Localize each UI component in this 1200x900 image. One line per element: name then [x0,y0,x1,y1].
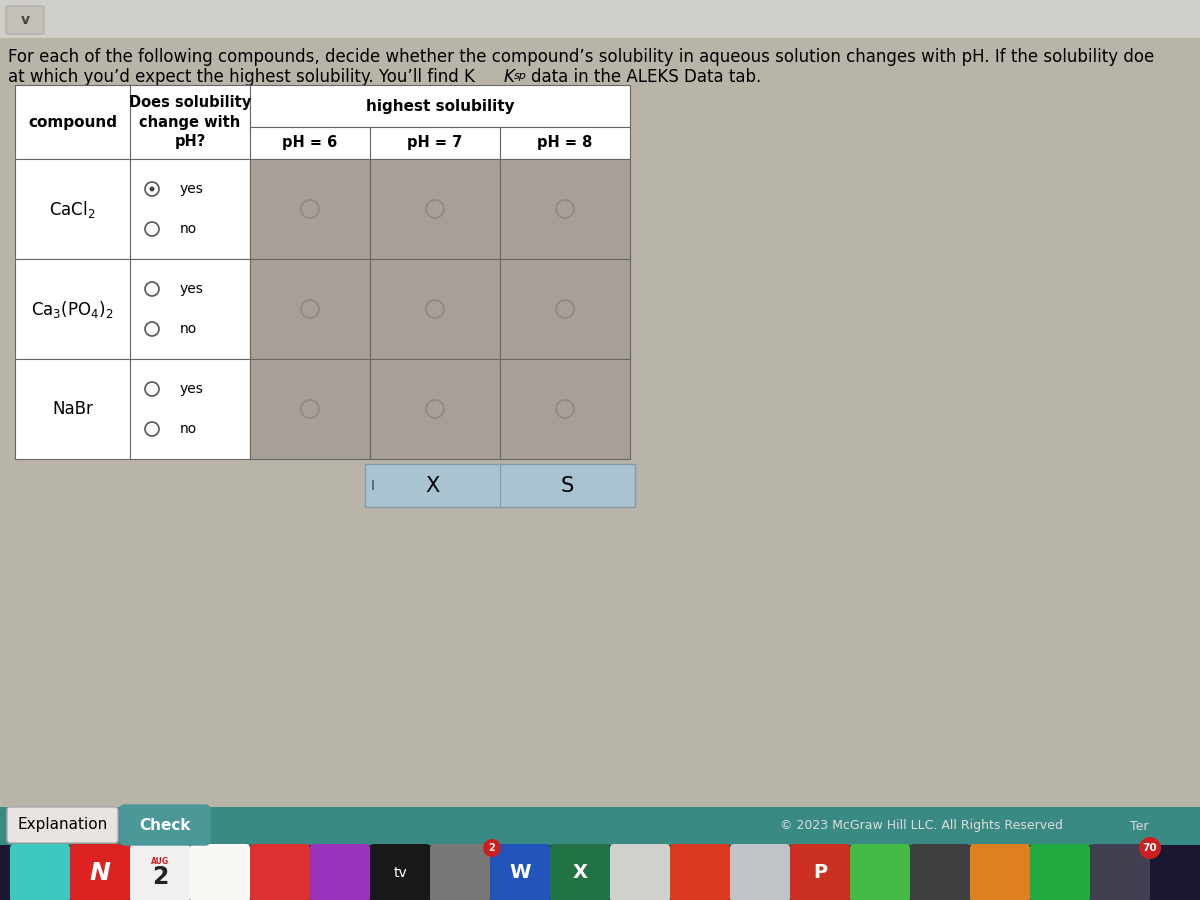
Text: Ter: Ter [1130,820,1148,832]
FancyBboxPatch shape [250,85,630,127]
Circle shape [150,186,155,192]
FancyBboxPatch shape [500,359,630,459]
Text: Does solubility
change with
pH?: Does solubility change with pH? [128,95,251,148]
Text: Ѕ: Ѕ [560,475,574,496]
FancyBboxPatch shape [1090,844,1150,900]
FancyBboxPatch shape [1030,844,1090,900]
FancyBboxPatch shape [190,844,250,900]
FancyBboxPatch shape [365,464,635,507]
Text: at which you’d expect the highest solubility. You’ll find K: at which you’d expect the highest solubi… [8,68,475,86]
Text: tv: tv [394,866,407,880]
Text: pH = 8: pH = 8 [538,136,593,150]
Text: no: no [180,222,197,236]
Text: yes: yes [180,182,204,196]
Circle shape [482,839,502,857]
FancyBboxPatch shape [14,259,130,359]
FancyBboxPatch shape [130,85,250,159]
Text: NaBr: NaBr [52,400,92,418]
FancyBboxPatch shape [130,159,250,259]
FancyBboxPatch shape [120,805,210,845]
Text: For each of the following compounds, decide whether the compound’s solubility in: For each of the following compounds, dec… [8,48,1154,66]
FancyBboxPatch shape [370,159,500,259]
FancyBboxPatch shape [310,844,370,900]
Text: Explanation: Explanation [17,817,108,833]
FancyBboxPatch shape [490,844,550,900]
Circle shape [1139,837,1162,859]
Text: sp: sp [514,71,527,81]
Text: Ca$_3$(PO$_4$)$_2$: Ca$_3$(PO$_4$)$_2$ [31,299,114,320]
FancyBboxPatch shape [250,844,310,900]
FancyBboxPatch shape [14,85,130,159]
Text: yes: yes [180,282,204,296]
Text: no: no [180,322,197,336]
Text: 70: 70 [1142,843,1157,853]
Text: K: K [504,68,515,86]
FancyBboxPatch shape [7,807,118,843]
Text: v: v [20,13,30,27]
FancyBboxPatch shape [14,359,130,459]
FancyBboxPatch shape [500,259,630,359]
Text: yes: yes [180,382,204,396]
Text: W: W [509,863,530,883]
Text: CaCl$_2$: CaCl$_2$ [49,199,96,220]
Text: highest solubility: highest solubility [366,98,515,113]
Text: 2: 2 [152,865,168,889]
Text: pH = 7: pH = 7 [407,136,463,150]
Text: compound: compound [28,114,118,130]
FancyBboxPatch shape [130,259,250,359]
FancyBboxPatch shape [14,159,130,259]
FancyBboxPatch shape [130,359,250,459]
FancyBboxPatch shape [10,844,70,900]
Text: © 2023 McGraw Hill LLC. All Rights Reserved: © 2023 McGraw Hill LLC. All Rights Reser… [780,820,1063,832]
FancyBboxPatch shape [970,844,1030,900]
FancyBboxPatch shape [910,844,970,900]
FancyBboxPatch shape [670,844,730,900]
FancyBboxPatch shape [500,159,630,259]
FancyBboxPatch shape [430,844,490,900]
FancyBboxPatch shape [250,127,370,159]
FancyBboxPatch shape [790,844,850,900]
FancyBboxPatch shape [370,844,430,900]
FancyBboxPatch shape [370,259,500,359]
Text: 2: 2 [488,843,496,853]
FancyBboxPatch shape [6,6,44,34]
FancyBboxPatch shape [370,359,500,459]
FancyBboxPatch shape [250,259,370,359]
Text: AUG: AUG [151,858,169,867]
FancyBboxPatch shape [730,844,790,900]
FancyBboxPatch shape [130,844,190,900]
Text: pH = 6: pH = 6 [282,136,337,150]
FancyBboxPatch shape [850,844,910,900]
FancyBboxPatch shape [0,0,1200,38]
Text: X: X [425,475,439,496]
Text: N: N [90,861,110,885]
Text: Check: Check [139,817,191,833]
FancyBboxPatch shape [0,845,1200,900]
FancyBboxPatch shape [610,844,670,900]
FancyBboxPatch shape [250,359,370,459]
Text: X: X [572,863,588,883]
Text: P: P [812,863,827,883]
FancyBboxPatch shape [70,844,130,900]
Text: no: no [180,422,197,436]
Text: I: I [371,479,374,492]
Text: data in the ALEKS Data tab.: data in the ALEKS Data tab. [530,68,761,86]
FancyBboxPatch shape [0,807,1200,845]
FancyBboxPatch shape [370,127,500,159]
FancyBboxPatch shape [500,127,630,159]
FancyBboxPatch shape [550,844,610,900]
FancyBboxPatch shape [250,159,370,259]
